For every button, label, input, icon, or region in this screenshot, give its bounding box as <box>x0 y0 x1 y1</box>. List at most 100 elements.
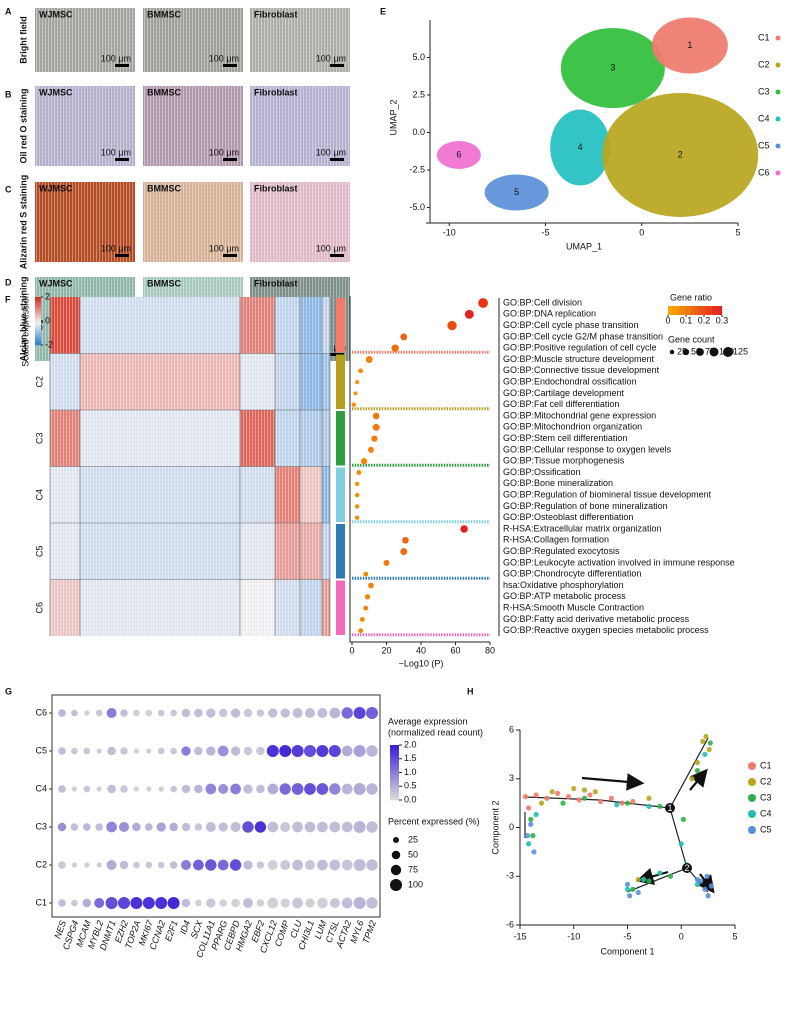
go-dot <box>371 435 378 442</box>
expression-dot <box>242 821 254 833</box>
cell-point <box>704 873 710 879</box>
scale-bar <box>330 64 344 67</box>
cell-point <box>689 776 695 782</box>
colorbar-step <box>35 335 41 338</box>
go-term: GO:BP:Chondrocyte differentiation <box>503 569 641 579</box>
expression-dot <box>58 899 66 907</box>
scale-bar-label: 100 μm <box>209 53 239 63</box>
expression-dot <box>194 708 203 718</box>
expression-dot <box>280 821 291 833</box>
expression-dot <box>107 746 116 756</box>
go-term: R-HSA:Extracellular matrix organization <box>503 523 662 533</box>
color-legend-step <box>390 775 399 779</box>
expression-dot <box>194 746 203 756</box>
cell-point <box>528 816 534 822</box>
go-dot <box>363 605 369 611</box>
plot-frame <box>51 694 381 918</box>
cell-point <box>680 816 687 822</box>
cell-point <box>641 876 647 883</box>
expression-dot <box>70 823 79 831</box>
color-legend-step <box>390 786 399 790</box>
column-label: BMMSC <box>147 278 181 288</box>
row-label: Alcian blue staining <box>18 276 28 361</box>
size-legend-label: 25 <box>677 346 687 356</box>
scale-bar-label: 100 μm <box>316 53 346 63</box>
panel-letter: A <box>5 6 12 16</box>
expression-dot <box>329 707 341 719</box>
expression-dot <box>243 746 253 756</box>
cell-point <box>581 787 588 793</box>
expression-dot <box>133 748 140 754</box>
cell-point <box>702 751 708 757</box>
go-term: GO:BP:Tissue morphogenesis <box>503 456 625 466</box>
cell-point <box>538 800 545 806</box>
expression-dot <box>130 897 143 909</box>
x-tick-label: 0 <box>349 645 354 655</box>
color-legend-step <box>703 306 706 315</box>
cluster-cloud <box>550 109 611 186</box>
row-label: Oil red O staining <box>18 88 28 163</box>
expression-dot <box>329 897 340 909</box>
expression-dot <box>266 745 279 757</box>
colorbar-tick-label: 2 <box>45 291 50 301</box>
branch-node <box>682 863 692 873</box>
expression-dot <box>279 745 292 757</box>
expression-dot <box>58 709 66 717</box>
color-legend-step <box>681 306 685 315</box>
cell-point <box>581 795 588 801</box>
expression-dot <box>329 783 341 795</box>
color-legend-step <box>668 306 671 315</box>
go-term: hsa:Oxidative phosphorylation <box>503 580 624 590</box>
cell-point <box>630 798 636 805</box>
go-term: GO:BP:Endochondral ossification <box>503 376 637 386</box>
colorbar-step <box>35 307 41 310</box>
expression-dot <box>317 859 328 871</box>
go-term: GO:BP:Cartilage development <box>503 388 625 398</box>
expression-dot <box>119 860 129 870</box>
y-tick-label: -6 <box>506 919 514 929</box>
cluster-number: 5 <box>514 187 519 197</box>
expression-dot <box>181 898 191 908</box>
column-label: WJMSC <box>39 278 73 288</box>
scale-bar-label: 100 μm <box>101 243 131 253</box>
expression-dot <box>105 897 118 909</box>
cell-point <box>528 821 534 827</box>
expression-dot <box>366 707 378 719</box>
expression-dot <box>120 709 128 717</box>
size-legend-dot <box>696 348 704 356</box>
go-dot <box>354 504 360 509</box>
y-tick-label: -5.0 <box>409 202 425 212</box>
group-bar <box>336 298 345 353</box>
expression-dot <box>256 861 265 869</box>
column-label: Fibroblast <box>254 278 298 288</box>
colorbar-tick-label: -2 <box>45 339 53 349</box>
color-legend-step <box>673 306 677 315</box>
cell-point <box>526 805 532 811</box>
colorbar-step <box>35 337 41 340</box>
colorbar-step <box>35 297 41 300</box>
cell-point <box>646 878 652 884</box>
expression-dot <box>205 859 217 871</box>
expression-dot <box>230 821 241 833</box>
cell-point <box>531 849 537 855</box>
group-bar <box>336 524 345 579</box>
cell-point <box>526 841 532 847</box>
scale-bar-label: 100 μm <box>101 147 131 157</box>
cluster-number: 1 <box>687 40 692 50</box>
expression-dot <box>107 784 116 794</box>
expression-dot <box>133 861 140 869</box>
expression-dot <box>353 897 366 909</box>
go-term: GO:BP:Mitochondrial gene expression <box>503 410 656 420</box>
colorbar-step <box>35 343 41 346</box>
y-tick-label: 2.5 <box>412 89 425 99</box>
cell-point <box>627 893 633 899</box>
expression-dot <box>206 746 216 756</box>
size-legend-label: 25 <box>408 834 418 844</box>
expression-dot <box>243 708 253 718</box>
legend-label: C3 <box>760 792 772 802</box>
expression-dot <box>267 859 278 871</box>
expression-dot <box>366 859 378 871</box>
legend-swatch <box>775 89 781 95</box>
color-legend-step <box>390 758 399 762</box>
